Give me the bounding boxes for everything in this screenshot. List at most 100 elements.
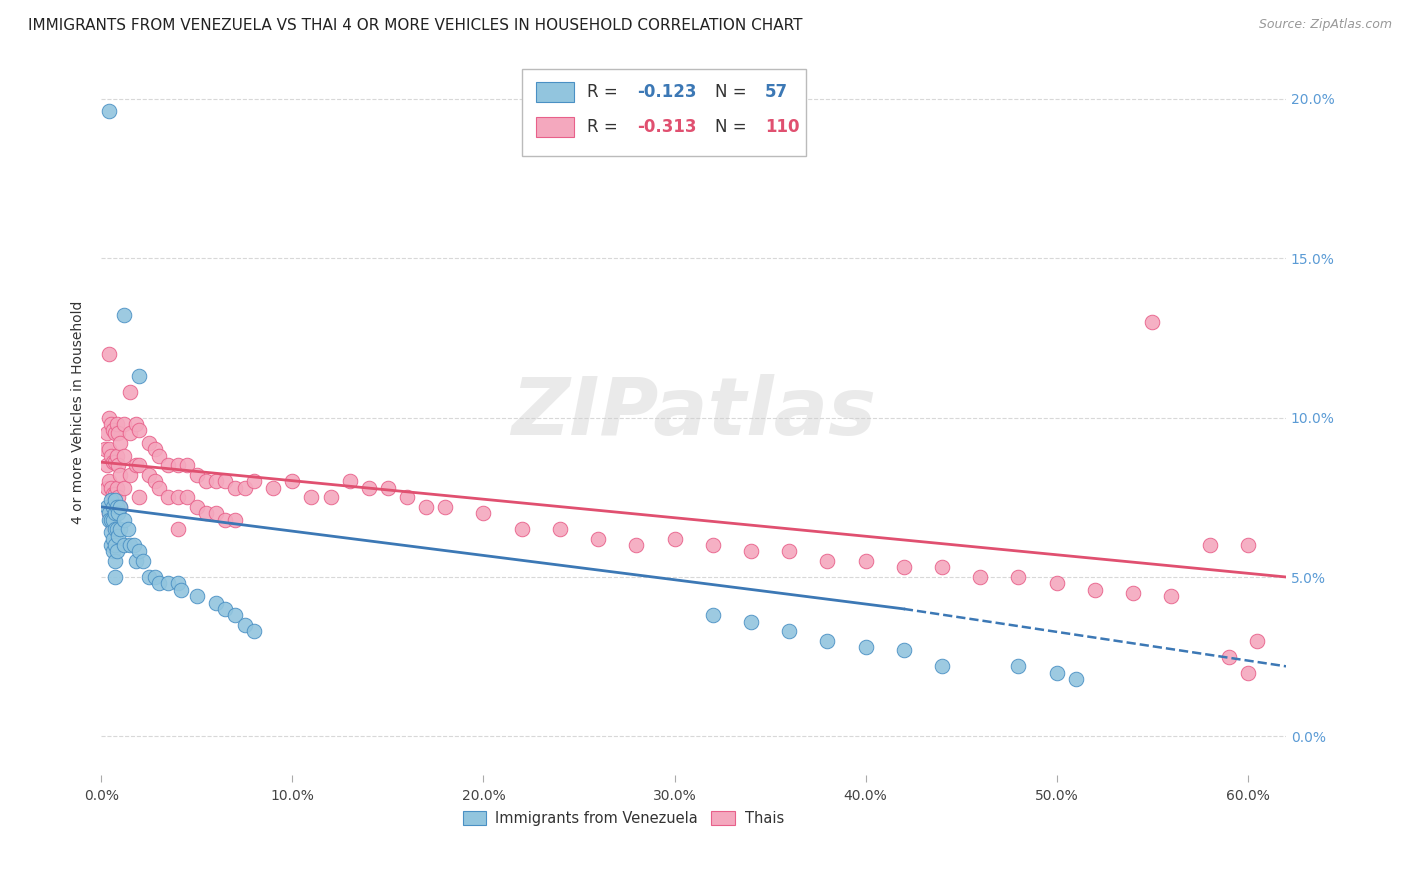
- Point: [96, 426, 118, 441]
- Point: [100, 538, 122, 552]
- Point: [1198, 538, 1220, 552]
- Point: [548, 522, 571, 536]
- Point: [740, 544, 762, 558]
- Point: [105, 449, 128, 463]
- Point: [186, 467, 208, 482]
- Point: [110, 436, 132, 450]
- Y-axis label: 4 or more Vehicles in Household: 4 or more Vehicles in Household: [72, 301, 86, 524]
- Point: [104, 426, 127, 441]
- Text: N =: N =: [714, 83, 752, 101]
- Point: [100, 481, 122, 495]
- Point: [214, 512, 236, 526]
- Point: [1122, 586, 1144, 600]
- Point: [128, 369, 150, 384]
- Point: [510, 522, 533, 536]
- Point: [1218, 649, 1240, 664]
- Point: [778, 624, 800, 639]
- Point: [195, 475, 218, 489]
- Point: [128, 544, 150, 558]
- Point: [96, 500, 118, 514]
- Point: [110, 500, 132, 514]
- Point: [118, 538, 141, 552]
- Text: -0.123: -0.123: [637, 83, 696, 101]
- Point: [100, 512, 122, 526]
- Point: [1236, 538, 1258, 552]
- Point: [100, 417, 122, 431]
- Point: [104, 522, 127, 536]
- Text: -0.313: -0.313: [637, 118, 696, 136]
- Point: [107, 426, 129, 441]
- Point: [395, 490, 418, 504]
- Point: [205, 475, 228, 489]
- Point: [377, 481, 399, 495]
- Point: [117, 522, 139, 536]
- Text: Thais: Thais: [745, 811, 783, 826]
- Point: [104, 455, 127, 469]
- Point: [339, 475, 361, 489]
- Point: [148, 481, 170, 495]
- Point: [893, 643, 915, 657]
- Point: [148, 576, 170, 591]
- Point: [105, 544, 128, 558]
- Point: [586, 532, 609, 546]
- Point: [112, 512, 135, 526]
- Point: [112, 481, 135, 495]
- Point: [969, 570, 991, 584]
- Point: [105, 500, 128, 514]
- Point: [105, 522, 128, 536]
- Point: [157, 576, 180, 591]
- Point: [166, 490, 188, 504]
- Point: [104, 487, 127, 501]
- Point: [94, 442, 117, 457]
- Point: [815, 633, 838, 648]
- Point: [101, 423, 124, 437]
- Point: [104, 570, 127, 584]
- Point: [1246, 633, 1268, 648]
- Point: [434, 500, 457, 514]
- Point: [664, 532, 686, 546]
- Point: [138, 467, 160, 482]
- Point: [214, 602, 236, 616]
- Point: [205, 506, 228, 520]
- Point: [128, 490, 150, 504]
- Point: [104, 506, 127, 520]
- Point: [124, 417, 146, 431]
- Point: [118, 467, 141, 482]
- Point: [122, 538, 145, 552]
- Text: R =: R =: [586, 118, 623, 136]
- Point: [124, 458, 146, 473]
- Text: N =: N =: [714, 118, 752, 136]
- Point: [97, 104, 120, 119]
- Point: [224, 481, 246, 495]
- Point: [104, 554, 127, 568]
- Point: [176, 490, 198, 504]
- Point: [100, 493, 122, 508]
- Point: [101, 532, 124, 546]
- Point: [224, 512, 246, 526]
- Point: [101, 512, 124, 526]
- Point: [110, 522, 132, 536]
- Point: [97, 475, 120, 489]
- Point: [1084, 582, 1107, 597]
- Point: [626, 538, 648, 552]
- Point: [702, 538, 724, 552]
- Point: [357, 481, 380, 495]
- Point: [97, 410, 120, 425]
- Point: [97, 506, 120, 520]
- Point: [110, 500, 132, 514]
- Point: [100, 525, 122, 540]
- Point: [472, 506, 495, 520]
- Text: ZIPatlas: ZIPatlas: [512, 374, 876, 451]
- Point: [128, 423, 150, 437]
- Point: [1007, 659, 1029, 673]
- Point: [107, 490, 129, 504]
- Point: [319, 490, 342, 504]
- Point: [101, 544, 124, 558]
- FancyBboxPatch shape: [711, 811, 735, 825]
- Point: [107, 506, 129, 520]
- Point: [1007, 570, 1029, 584]
- Point: [1046, 576, 1069, 591]
- Point: [105, 481, 128, 495]
- Text: Immigrants from Venezuela: Immigrants from Venezuela: [495, 811, 697, 826]
- Point: [101, 500, 124, 514]
